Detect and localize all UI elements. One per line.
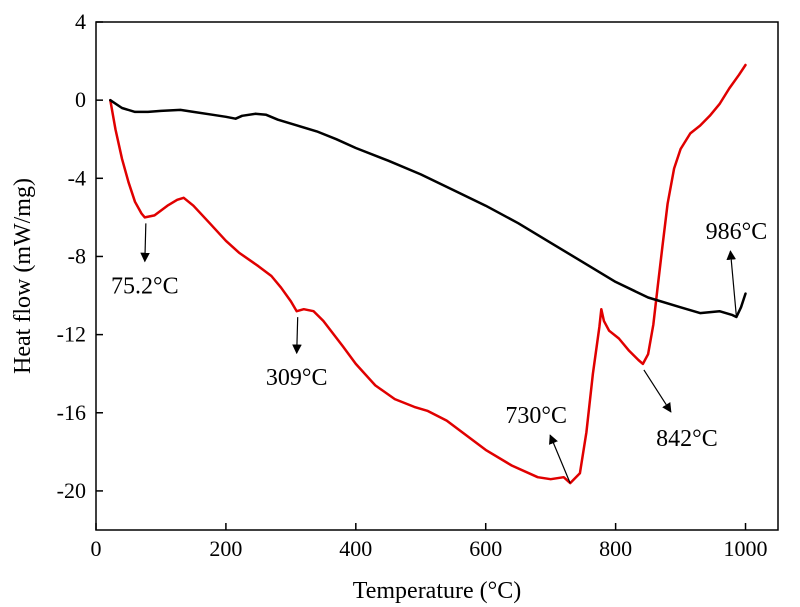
- annotation-label: 842°C: [656, 426, 718, 452]
- y-tick-label: -12: [57, 322, 86, 347]
- x-tick-label: 600: [469, 536, 502, 561]
- x-tick-label: 800: [599, 536, 632, 561]
- annotation-arrow: [549, 434, 571, 484]
- y-tick-label: 0: [75, 87, 86, 112]
- y-tick-label: 4: [75, 9, 86, 34]
- annotation-label: 75.2°C: [111, 273, 179, 299]
- annotation-arrow: [726, 250, 738, 318]
- y-tick-label: -4: [68, 165, 86, 190]
- annotation-layer: 75.2°C 309°C 730°C 842°C 986°C: [111, 219, 768, 484]
- x-axis: 0 200 400 600 800 1000: [91, 523, 768, 561]
- x-axis-title: Temperature (°C): [353, 578, 522, 604]
- x-tick-label: 0: [91, 536, 102, 561]
- annotation-label: 309°C: [266, 365, 328, 391]
- plot-frame: [95, 21, 779, 531]
- annotation-label: 730°C: [505, 403, 567, 429]
- x-tick-label: 1000: [724, 536, 768, 561]
- y-tick-label: -8: [68, 243, 86, 268]
- y-tick-label: -20: [57, 478, 86, 503]
- y-axis: 4 0 -4 -8 -12 -16 -20: [57, 9, 103, 503]
- series-layer: [109, 63, 747, 485]
- x-tick-label: 400: [339, 536, 372, 561]
- series-line-1: [109, 98, 747, 319]
- y-axis-title: Heat flow (mW/mg): [10, 178, 36, 374]
- annotation-arrow: [292, 317, 302, 355]
- series-line-0: [109, 63, 747, 485]
- y-tick-label: -16: [57, 400, 86, 425]
- annotation-arrow: [140, 223, 150, 263]
- annotation-arrow: [643, 369, 672, 413]
- annotation-label: 986°C: [706, 219, 768, 245]
- x-tick-label: 200: [209, 536, 242, 561]
